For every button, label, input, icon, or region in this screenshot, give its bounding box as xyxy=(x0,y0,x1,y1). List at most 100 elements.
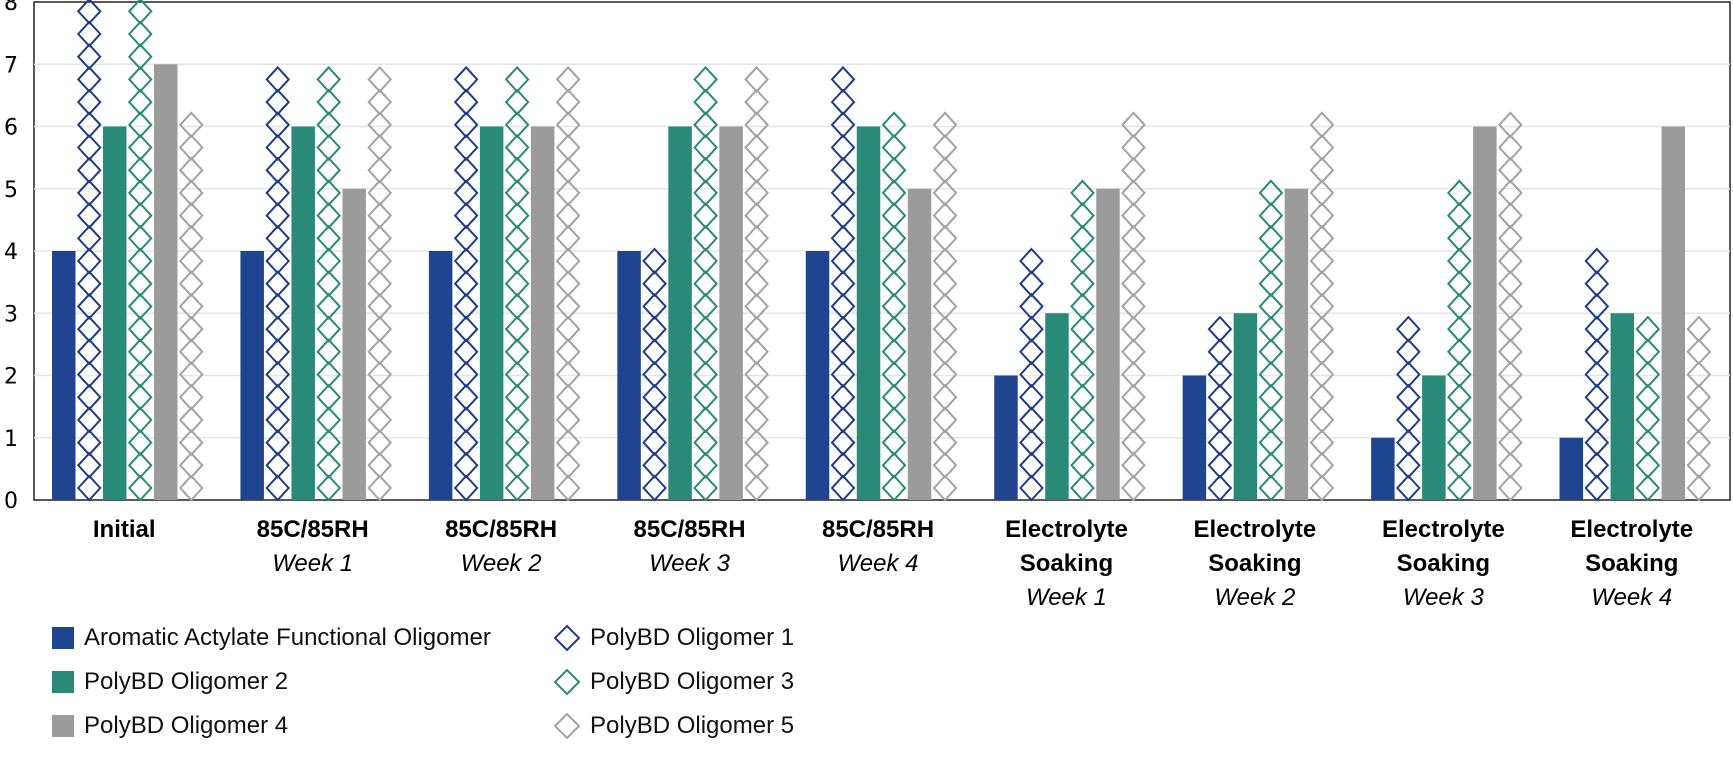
diamond-mark xyxy=(367,383,393,411)
x-tick-label: 85C/85RH xyxy=(257,516,369,543)
diamond-mark xyxy=(453,88,479,116)
diamond-mark xyxy=(127,338,153,366)
diamond-mark xyxy=(76,20,102,48)
diamond-mark xyxy=(830,315,856,343)
diamond-mark xyxy=(1258,179,1284,207)
diamond-mark xyxy=(1396,406,1421,434)
diamond-mark xyxy=(178,315,204,343)
diamond-mark xyxy=(316,451,342,479)
diamond-mark xyxy=(453,156,479,184)
diamond-mark xyxy=(1019,406,1044,434)
diamond-mark xyxy=(1396,361,1421,388)
diamond-mark xyxy=(1258,292,1284,320)
diamond-mark xyxy=(932,134,958,161)
diamond-mark xyxy=(504,292,530,320)
diamond-mark xyxy=(881,361,907,388)
diamond-mark xyxy=(744,292,769,320)
y-tick-label: 1 xyxy=(4,427,18,452)
diamond-mark xyxy=(127,270,153,298)
diamond-mark xyxy=(504,65,530,93)
diamond-mark xyxy=(881,315,907,343)
diamond-mark xyxy=(1121,202,1146,230)
diamond-mark xyxy=(1070,406,1095,434)
diamond-mark xyxy=(265,474,291,502)
diamond-mark xyxy=(1584,315,1610,343)
diamond-mark xyxy=(1121,338,1146,366)
diamond-mark xyxy=(744,202,769,230)
diamond-mark xyxy=(127,111,153,139)
diamond-mark xyxy=(76,451,102,479)
diamond-mark xyxy=(127,292,153,320)
diamond-mark xyxy=(453,224,479,252)
diamond-mark xyxy=(1498,224,1523,252)
diamond-mark xyxy=(504,406,530,434)
bar xyxy=(103,126,127,500)
diamond-mark xyxy=(744,224,769,252)
diamond-mark xyxy=(367,361,393,388)
bar xyxy=(1610,313,1635,500)
diamond-mark xyxy=(642,429,667,457)
diamond-mark xyxy=(316,111,342,139)
diamond-mark xyxy=(76,338,102,366)
diamond-mark xyxy=(1447,292,1472,320)
diamond-mark xyxy=(504,315,530,343)
diamond-mark xyxy=(555,111,581,139)
diamond-mark xyxy=(453,361,479,388)
diamond-mark xyxy=(453,315,479,343)
diamond-mark xyxy=(1070,429,1095,457)
diamond-mark xyxy=(1498,338,1523,366)
diamond-mark xyxy=(1258,338,1284,366)
diamond-mark xyxy=(642,338,667,366)
x-tick-sublabel: Week 4 xyxy=(1591,584,1672,611)
diamond-mark xyxy=(367,406,393,434)
diamond-mark xyxy=(555,224,581,252)
diamond-mark xyxy=(367,315,393,343)
diamond-mark xyxy=(1447,451,1472,479)
diamond-mark xyxy=(555,179,581,207)
bar xyxy=(52,251,76,500)
diamond-mark xyxy=(1207,338,1233,366)
legend-swatch-diamond-icon xyxy=(554,625,580,651)
diamond-mark xyxy=(1498,179,1523,207)
diamond-mark xyxy=(1498,156,1523,184)
diamond-mark xyxy=(178,338,204,366)
diamond-mark xyxy=(76,0,102,25)
diamond-mark xyxy=(932,224,958,252)
diamond-mark xyxy=(178,383,204,411)
diamond-mark xyxy=(76,429,102,457)
diamond-mark xyxy=(76,224,102,252)
diamond-mark xyxy=(1121,134,1146,161)
diamond-mark xyxy=(1309,111,1335,139)
diamond-mark xyxy=(693,111,718,139)
diamond-mark xyxy=(1584,383,1610,411)
diamond-mark xyxy=(830,65,856,93)
diamond-mark xyxy=(555,429,581,457)
diamond-mark xyxy=(1686,429,1712,457)
diamond-mark xyxy=(1447,406,1472,434)
diamond-mark xyxy=(76,383,102,411)
diamond-mark xyxy=(1258,451,1284,479)
diamond-mark xyxy=(830,224,856,252)
y-tick-label: 6 xyxy=(4,116,18,141)
diamond-mark xyxy=(265,361,291,388)
diamond-mark xyxy=(504,247,530,275)
diamond-mark xyxy=(881,134,907,161)
diamond-mark xyxy=(265,179,291,207)
diamond-mark xyxy=(504,88,530,116)
diamond-mark xyxy=(1070,247,1095,275)
diamond-mark xyxy=(932,247,958,275)
diamond-mark xyxy=(1584,361,1610,388)
diamond-mark xyxy=(178,406,204,434)
diamond-mark xyxy=(1498,315,1523,343)
diamond-mark xyxy=(1498,202,1523,230)
legend-swatch-solid-icon xyxy=(52,715,74,737)
diamond-mark xyxy=(744,451,769,479)
diamond-mark xyxy=(316,474,342,502)
diamond-mark xyxy=(265,224,291,252)
bar xyxy=(1559,437,1584,500)
legend-swatch-solid-icon xyxy=(52,627,74,649)
diamond-mark xyxy=(127,43,153,71)
diamond-mark xyxy=(178,224,204,252)
diamond-mark xyxy=(1498,361,1523,388)
diamond-mark xyxy=(76,315,102,343)
